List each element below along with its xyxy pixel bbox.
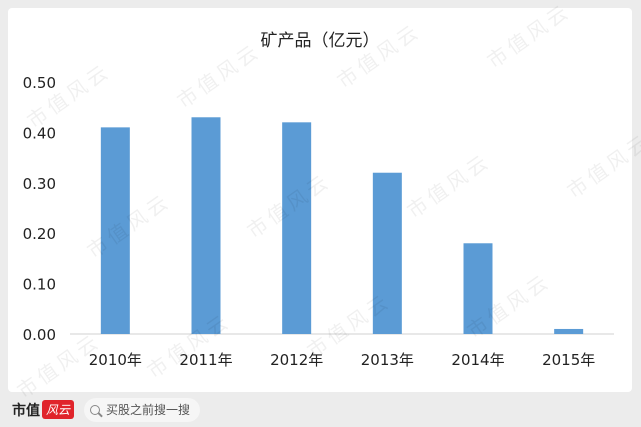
bar	[372, 172, 402, 334]
brand-name: 市值	[12, 402, 40, 419]
x-tick-label: 2014年	[451, 351, 504, 369]
y-tick-label: 0.20	[23, 225, 56, 243]
x-tick-label: 2011年	[179, 351, 232, 369]
bars	[100, 117, 584, 334]
y-tick-label: 0.00	[23, 326, 56, 344]
x-tick-label: 2013年	[361, 351, 414, 369]
search-icon	[90, 404, 101, 415]
y-tick-label: 0.50	[23, 74, 56, 92]
x-axis: 2010年 2011年 2012年 2013年 2014年 2015年	[89, 351, 596, 369]
search-box[interactable]: 买股之前搜一搜	[84, 397, 201, 422]
bar	[100, 127, 130, 334]
chart-card: 矿产品（亿元） 0.00 0.10 0.20 0.30 0.40 0.50 2010年 20…	[8, 8, 632, 392]
y-tick-label: 0.30	[23, 175, 56, 193]
bar-chart: 矿产品（亿元） 0.000.100.200.300.400.50 2010年 20…	[23, 31, 614, 369]
x-tick-label: 2015年	[542, 351, 595, 369]
brand-badge: 风云	[42, 400, 75, 419]
bar	[554, 328, 584, 334]
x-tick-label: 2010年	[89, 351, 142, 369]
x-tick-label: 2012年	[270, 351, 323, 369]
bar	[191, 117, 221, 334]
brand-logo[interactable]: 市值 风云	[12, 400, 75, 420]
y-axis: 0.00 0.10 0.20 0.30 0.40 0.50	[23, 74, 614, 344]
footer-bar: 市值 风云 买股之前搜一搜	[0, 392, 641, 427]
y-tick-label: 0.40	[23, 124, 56, 142]
bar	[463, 243, 493, 334]
search-text: 买股之前搜一搜	[106, 403, 191, 417]
chart-title: 矿产品（亿元）	[261, 31, 380, 51]
y-tick-label: 0.10	[23, 276, 56, 294]
bar	[282, 122, 312, 334]
